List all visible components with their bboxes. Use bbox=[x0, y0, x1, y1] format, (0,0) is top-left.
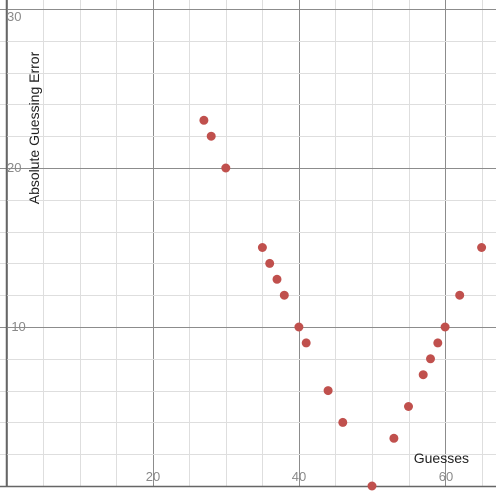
data-point bbox=[206, 131, 216, 141]
data-point bbox=[323, 386, 333, 396]
data-point bbox=[279, 290, 289, 300]
data-point bbox=[426, 354, 435, 364]
data-point bbox=[404, 402, 413, 411]
data-point bbox=[418, 370, 428, 380]
x-tick-label: 20 bbox=[146, 469, 160, 484]
y-tick-label: 20 bbox=[7, 160, 21, 175]
y-axis-title: Absolute Guessing Error bbox=[26, 51, 42, 204]
data-point bbox=[338, 417, 348, 427]
x-tick-labels: 20 40 60 bbox=[146, 469, 453, 484]
data-point bbox=[257, 243, 267, 252]
data-point bbox=[199, 115, 209, 125]
x-tick-label: 60 bbox=[439, 469, 453, 484]
data-points bbox=[199, 115, 487, 491]
y-tick-labels: -10 20 30 bbox=[7, 9, 26, 334]
data-point bbox=[294, 322, 304, 332]
data-point bbox=[440, 322, 450, 332]
data-point bbox=[389, 433, 399, 443]
x-tick-label: 40 bbox=[292, 469, 306, 484]
data-point bbox=[221, 163, 231, 173]
data-point bbox=[477, 243, 487, 252]
y-tick-label: 30 bbox=[7, 9, 21, 24]
data-point bbox=[272, 274, 282, 284]
y-tick-label: -10 bbox=[7, 319, 26, 334]
x-axis-title: Guesses bbox=[414, 450, 469, 466]
data-point bbox=[455, 290, 465, 300]
data-point bbox=[301, 338, 311, 348]
data-point bbox=[367, 481, 377, 491]
data-point bbox=[265, 258, 275, 268]
data-point bbox=[433, 338, 443, 348]
